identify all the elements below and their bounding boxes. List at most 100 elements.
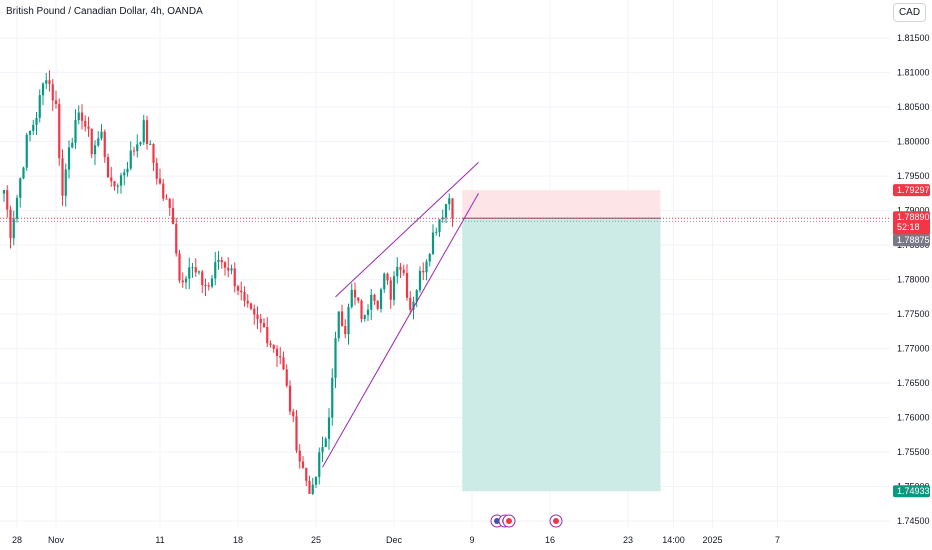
candle-body — [84, 120, 87, 127]
candle-body — [116, 185, 119, 187]
candle-body — [139, 142, 142, 145]
candle-body — [119, 175, 123, 186]
canadian-flag-icon[interactable] — [549, 514, 563, 528]
candle-body — [259, 318, 262, 324]
canadian-flag-icon-dot — [506, 518, 512, 524]
target-price-badge: 1.74933 — [893, 485, 930, 498]
time-tick-label: Nov — [48, 535, 65, 545]
candle-body — [136, 144, 139, 152]
candle-body — [308, 480, 311, 494]
candle-body — [376, 300, 379, 309]
price-tick-label: 1.81000 — [897, 68, 930, 78]
candle-body — [334, 338, 337, 378]
candle-body — [435, 231, 438, 233]
candle-body — [15, 197, 19, 219]
candle-body — [162, 183, 165, 199]
candle-body — [412, 301, 415, 310]
candle-body — [373, 294, 376, 301]
candle-body — [409, 297, 412, 310]
candlestick-series — [2, 70, 454, 496]
economic-events[interactable] — [490, 514, 563, 528]
candle-body — [298, 450, 301, 462]
price-tick-label: 1.76000 — [897, 413, 930, 423]
time-tick-label: 11 — [155, 535, 164, 545]
stop-price-badge-text: 1.79297 — [897, 185, 930, 195]
candle-body — [314, 477, 318, 485]
candle-body — [38, 95, 41, 118]
candle-body — [97, 138, 100, 146]
take-profit-zone[interactable] — [462, 218, 661, 492]
candle-body — [106, 157, 110, 178]
canadian-flag-icon[interactable] — [502, 514, 516, 528]
candle-body — [344, 326, 347, 335]
candle-body — [100, 131, 103, 139]
candle-body — [126, 168, 129, 173]
candle-body — [399, 266, 402, 270]
candle-body — [54, 100, 58, 105]
candle-body — [184, 278, 188, 283]
candle-body — [197, 271, 201, 273]
candle-body — [337, 311, 340, 339]
time-tick-label: 14:00 — [662, 535, 685, 545]
candle-body — [165, 198, 168, 200]
candle-body — [451, 198, 454, 219]
price-tick-label: 1.80500 — [897, 102, 930, 112]
currency-button[interactable]: CAD — [893, 3, 926, 22]
candle-body — [324, 438, 327, 448]
candle-body — [178, 253, 181, 281]
candle-body — [438, 219, 441, 232]
candle-body — [22, 167, 25, 179]
price-tick-label: 1.77500 — [897, 309, 930, 319]
candle-body — [353, 289, 357, 298]
candle-body — [175, 224, 178, 254]
candle-body — [383, 273, 386, 290]
candle-body — [123, 172, 126, 176]
stop-loss-zone[interactable] — [462, 190, 661, 219]
candle-body — [103, 131, 106, 158]
position-tool[interactable] — [462, 190, 661, 492]
candle-body — [243, 292, 246, 301]
candle-body — [64, 169, 67, 196]
rising-wedge-drawing[interactable] — [322, 161, 479, 468]
candle-body — [305, 467, 308, 481]
wedge-upper-line[interactable] — [335, 161, 479, 298]
candle-body — [12, 218, 15, 239]
candle-body — [145, 120, 149, 145]
candle-body — [142, 120, 145, 143]
time-tick-label: Dec — [386, 535, 403, 545]
candle-body — [311, 484, 314, 494]
candle-body — [35, 117, 38, 125]
time-tick-label: 18 — [233, 535, 243, 545]
price-tick-label: 1.81500 — [897, 33, 930, 43]
candle-body — [246, 300, 249, 304]
candle-body — [428, 254, 431, 262]
candle-body — [149, 143, 152, 145]
wedge-lower-line[interactable] — [322, 193, 479, 468]
candle-body — [77, 112, 80, 120]
candle-body — [266, 326, 269, 344]
candle-body — [318, 452, 321, 478]
candle-body — [444, 204, 448, 218]
candle-body — [223, 262, 227, 268]
candle-body — [181, 280, 184, 283]
candle-body — [171, 207, 175, 225]
candle-body — [158, 178, 162, 184]
candle-body — [331, 377, 334, 418]
target-price-badge-text: 1.74933 — [897, 486, 930, 496]
bid-price-badge-text: 1.78875 — [897, 235, 930, 245]
price-axis[interactable]: 1.81500 1.81000 1.80500 1.80000 1.79500 1.790… — [897, 33, 930, 526]
candle-body — [25, 134, 28, 168]
candle-body — [230, 268, 233, 271]
candle-body — [425, 261, 428, 273]
candle-body — [301, 461, 305, 468]
candle-body — [207, 285, 210, 287]
price-tick-label: 1.80000 — [897, 137, 930, 147]
time-axis[interactable]: 28 Nov 11 18 25 Dec 9 16 23 14:00 2025 7 — [12, 535, 780, 545]
candle-body — [6, 190, 9, 210]
candle-body — [269, 343, 272, 345]
candle-body — [441, 217, 444, 220]
candle-body — [194, 267, 197, 273]
